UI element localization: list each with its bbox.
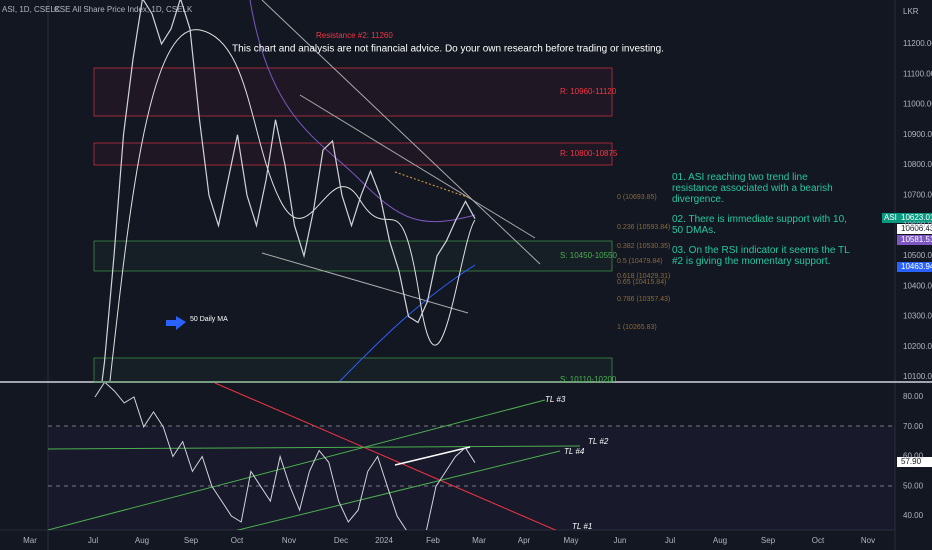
note: 01. ASI reaching two trend line resistan… <box>672 172 833 205</box>
y-tick-label: 10500.00 <box>903 251 932 260</box>
x-tick-label: Aug <box>713 536 727 545</box>
rsi-band <box>48 426 895 530</box>
zone <box>93 357 613 383</box>
ma-line <box>249 0 476 222</box>
zone <box>93 142 613 166</box>
zone-label: S: 10110-10200 <box>560 375 617 384</box>
y-tick-label: 11200.00 <box>903 39 932 48</box>
trend-line <box>299 94 536 239</box>
x-tick-label: Mar <box>23 536 37 545</box>
y-tick-label: 10800.00 <box>903 160 932 169</box>
divergence-line <box>394 171 471 199</box>
fib-label: 0.5 (10479.84) <box>617 258 663 265</box>
trend-line <box>394 446 471 466</box>
rsi-series <box>94 383 476 530</box>
note: 02. There is immediate support with 10, … <box>672 214 847 236</box>
ma-label: 50 Daily MA <box>190 316 228 323</box>
trend-line <box>236 450 561 530</box>
x-tick-label: Sep <box>184 536 199 545</box>
fib-label: 0.618 (10429.31) <box>617 273 670 280</box>
y-tick-label: 10300.00 <box>903 312 932 321</box>
x-tick-label: 2024 <box>375 536 393 545</box>
fib-label: 0.382 (10530.35) <box>617 243 670 250</box>
x-tick-label: Mar <box>472 536 486 545</box>
y-tick-label: 50.00 <box>903 481 924 490</box>
x-tick-label: Aug <box>135 536 149 545</box>
x-tick-label: Jun <box>614 536 627 545</box>
disclaimer: This chart and analysis are not financia… <box>232 44 664 55</box>
x-tick-label: Feb <box>426 536 440 545</box>
y-tick-label: 11000.00 <box>903 100 932 109</box>
fib-label: 0 (10693.85) <box>617 194 657 201</box>
trend-line <box>261 0 541 265</box>
price-tag <box>897 262 932 272</box>
x-tick-label: Jul <box>665 536 675 545</box>
zone-label: Resistance #2: 11260 <box>316 31 393 40</box>
price-tag-text: 10463.94 <box>901 262 932 271</box>
price-series <box>101 0 476 381</box>
tl-label: TL #1 <box>572 522 592 531</box>
price-tag <box>897 235 932 245</box>
price-tag <box>882 213 932 223</box>
y-tick-label: 10700.00 <box>903 190 932 199</box>
x-tick-label: Jul <box>88 536 98 545</box>
price-tag <box>897 224 932 234</box>
trend-line <box>48 445 581 450</box>
currency: LKR <box>903 7 919 16</box>
fib-label: 0.65 (10415.84) <box>617 279 666 286</box>
x-tick-label: Sep <box>761 536 776 545</box>
x-tick-label: Oct <box>812 536 825 545</box>
zone <box>93 240 613 272</box>
trend-line <box>261 252 469 314</box>
x-tick-label: Apr <box>518 536 531 545</box>
y-tick-label: 10200.00 <box>903 342 932 351</box>
price-tag-text: 10623.01 <box>901 213 932 222</box>
zone-label: R: 10800-10875 <box>560 149 618 158</box>
zone-label: R: 10960-11120 <box>560 87 617 96</box>
x-tick-label: Dec <box>334 536 348 545</box>
side-panel <box>0 0 48 550</box>
price-tag-text: 57.90 <box>901 457 922 466</box>
trend-line <box>48 399 546 530</box>
notes: 01. ASI reaching two trend line resistan… <box>672 172 850 267</box>
tl-label: TL #3 <box>545 395 566 404</box>
ma-line <box>109 29 476 381</box>
trend-line <box>214 383 557 530</box>
x-tick-label: Nov <box>282 536 296 545</box>
title: CSE All Share Price Index, 1D, CSELK <box>54 5 193 14</box>
y-tick-label: 10900.00 <box>903 130 932 139</box>
y-tick-label: 10100.00 <box>903 372 932 381</box>
note: 03. On the RSI indicator it seems the TL… <box>672 245 850 267</box>
arrow <box>166 316 186 330</box>
tl-label: TL #2 <box>588 437 609 446</box>
x-tick-label: May <box>563 536 578 545</box>
zone <box>93 67 613 117</box>
y-tick-label: 60.00 <box>903 452 924 461</box>
price-tag-text: 10606.43 <box>901 224 932 233</box>
ma-line <box>339 264 476 381</box>
x-tick-label: Oct <box>231 536 244 545</box>
x-tick-label: Nov <box>861 536 875 545</box>
zone-label: S: 10450-10550 <box>560 251 617 260</box>
price-tag <box>897 457 932 467</box>
fib-label: 0.786 (10357.43) <box>617 296 670 303</box>
fib-label: 1 (10265.83) <box>617 324 657 331</box>
y-tick-label: 40.00 <box>903 511 924 520</box>
symbol: ASI, 1D, CSELK <box>2 5 61 14</box>
price-tag-text: ASI <box>884 213 897 222</box>
price-tag-text: 10581.51 <box>901 235 932 244</box>
fib-label: 0.236 (10593.84) <box>617 224 670 231</box>
y-tick-label: 11100.00 <box>903 69 932 78</box>
y-tick-label: 10400.00 <box>903 281 932 290</box>
y-tick-label: 80.00 <box>903 392 924 401</box>
y-tick-label: 70.00 <box>903 422 924 431</box>
y-tick-label: 10600.00 <box>903 221 932 230</box>
tl-label: TL #4 <box>564 447 585 456</box>
